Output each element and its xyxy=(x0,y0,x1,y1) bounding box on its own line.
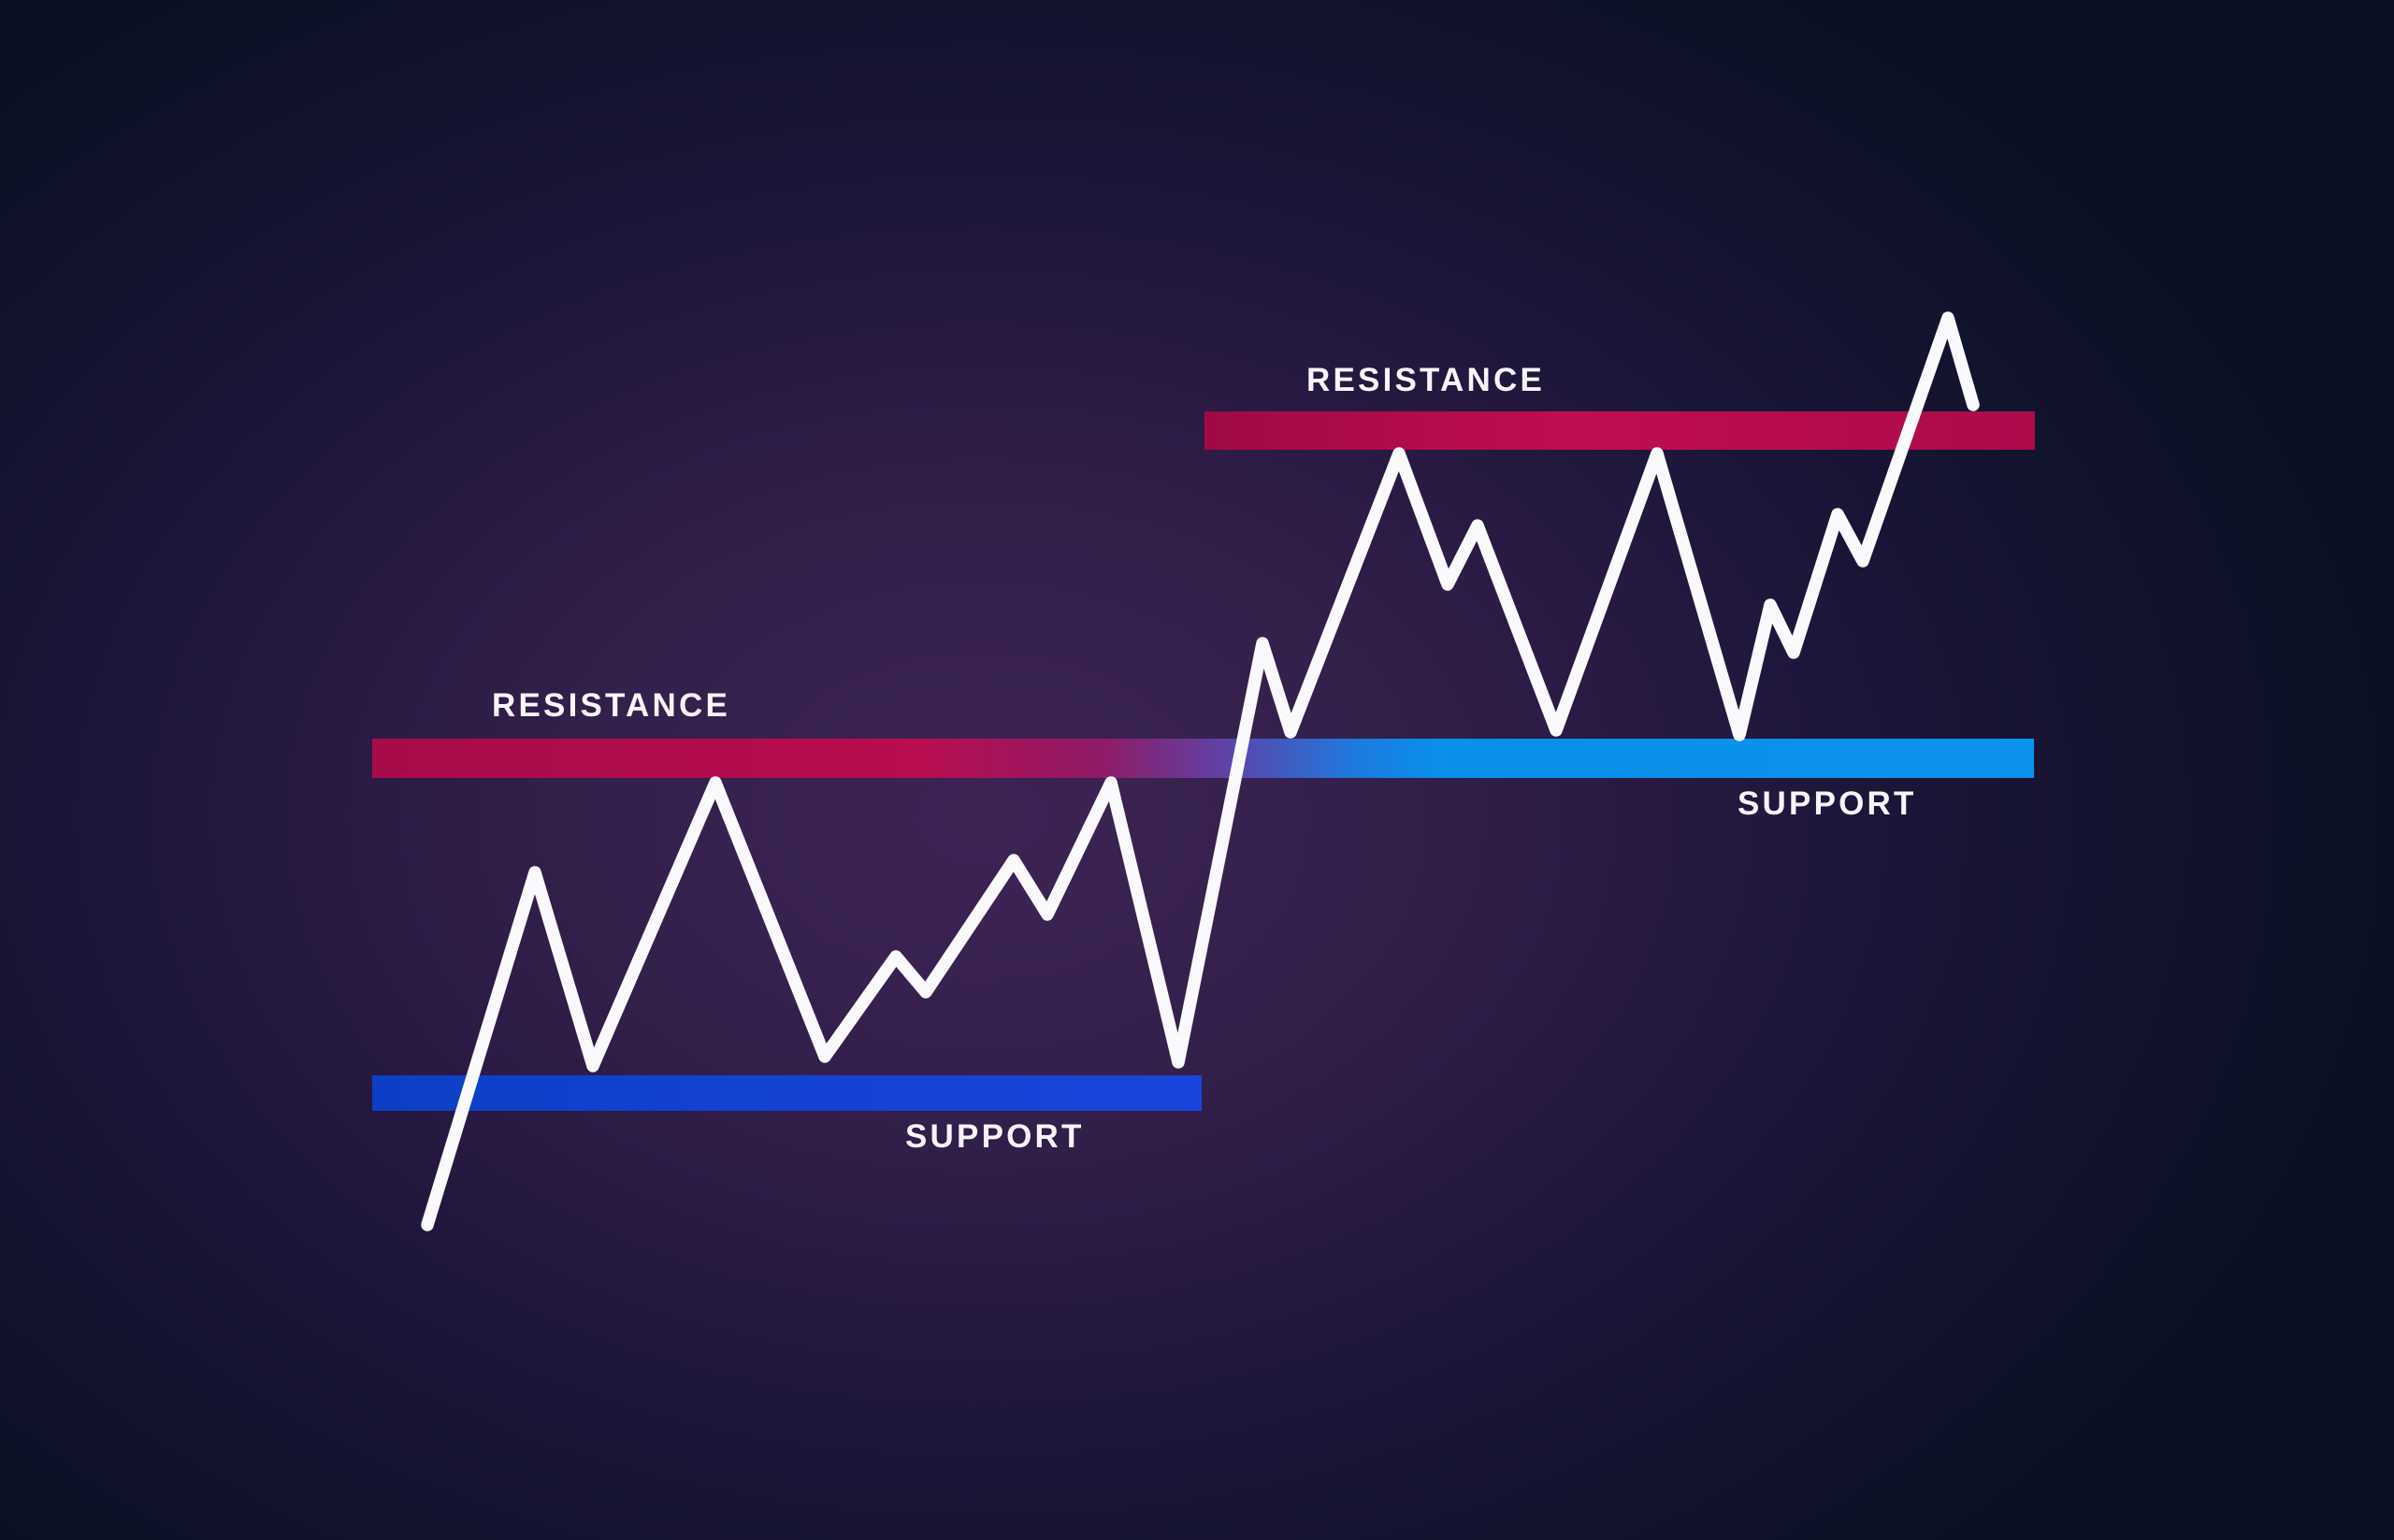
support-lower-label: SUPPORT xyxy=(905,1118,1085,1155)
price-line xyxy=(421,311,1980,1231)
support-upper-label: SUPPORT xyxy=(1738,785,1917,822)
support-lower-band xyxy=(372,1075,1202,1111)
resistance-upper-label: RESISTANCE xyxy=(1306,362,1545,398)
resistance-flip-support-band xyxy=(372,739,2034,778)
resistance-lower-label: RESISTANCE xyxy=(492,687,730,724)
resistance-upper-band xyxy=(1204,411,2035,450)
